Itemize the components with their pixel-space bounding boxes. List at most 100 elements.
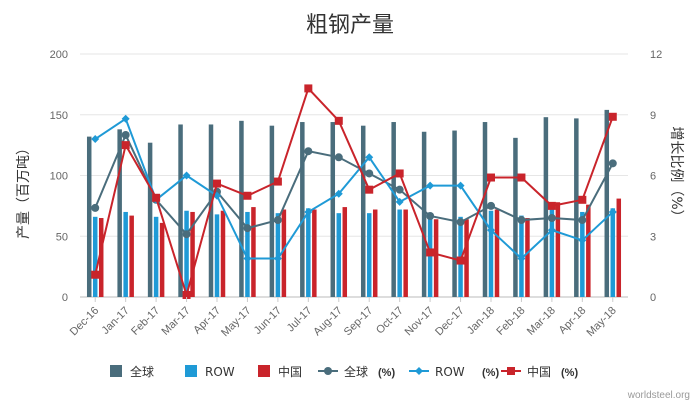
x-tick-label: Oct-17: [374, 305, 406, 337]
line-point: [182, 171, 191, 180]
line-point: [487, 226, 495, 235]
bar: [549, 209, 555, 297]
legend-item[interactable]: ROW: [185, 365, 235, 379]
line-point: [456, 256, 465, 265]
bar: [427, 218, 433, 297]
bar: [336, 213, 342, 297]
line-point: [608, 112, 617, 121]
legend[interactable]: 全球 ROW 中国 全球 (%) ROW (%) 中国 (%): [110, 364, 578, 379]
x-tick-label: Apr-17: [191, 305, 223, 337]
line-point: [395, 185, 404, 194]
x-tick-label: Jan-17: [100, 305, 132, 337]
legend-label: 全球: [344, 364, 368, 379]
x-tick-label: Jul-17: [285, 305, 315, 335]
bar: [330, 122, 336, 297]
bar-series: [86, 109, 622, 298]
line-point: [507, 367, 515, 375]
bar: [208, 124, 214, 297]
legend-item[interactable]: 全球 (%): [318, 364, 395, 379]
bar: [403, 209, 408, 297]
bar: [366, 213, 372, 297]
y-tick-label: 100: [50, 171, 68, 183]
line-point: [273, 177, 282, 186]
bar: [397, 209, 402, 297]
legend-swatch: [258, 365, 270, 377]
bar: [488, 210, 494, 297]
line-point: [578, 195, 587, 204]
line-point: [334, 116, 343, 125]
bar: [360, 125, 366, 297]
y2-tick-label: 6: [650, 171, 656, 183]
legend-label: 中国: [278, 364, 302, 379]
x-tick-label: Dec-17: [433, 305, 467, 339]
bar: [239, 120, 244, 297]
series-line: [94, 86, 614, 299]
bar: [269, 125, 275, 297]
bar: [421, 131, 427, 297]
line-point: [426, 212, 435, 220]
legend-item[interactable]: 中国 (%): [501, 364, 578, 379]
legend-label: ROW: [205, 365, 235, 379]
line-point: [91, 270, 100, 279]
legend-item[interactable]: 中国: [258, 364, 302, 379]
legend-label: 中国: [527, 364, 551, 379]
line-point: [334, 153, 343, 162]
legend-swatch: [185, 365, 197, 377]
line-point: [578, 236, 587, 245]
line-point: [487, 201, 495, 210]
line-point: [487, 173, 495, 182]
line-point: [304, 147, 313, 156]
y2-tick-label: 0: [650, 292, 656, 304]
x-tick-label: Jan-18: [465, 305, 497, 337]
y-tick-label: 200: [50, 49, 68, 61]
line-point: [213, 179, 221, 188]
bar: [543, 117, 549, 298]
line-point: [415, 367, 423, 375]
x-axis-ticks: Dec-16Jan-17Feb-17Mar-17Apr-17May-17Jun-…: [68, 297, 619, 339]
y-tick-label: 50: [56, 231, 68, 243]
x-tick-label: Nov-17: [403, 305, 437, 339]
bar: [220, 210, 226, 297]
bar: [86, 136, 92, 297]
line-point: [395, 169, 404, 178]
legend-item[interactable]: 全球: [110, 364, 154, 379]
y-tick-label: 0: [62, 292, 68, 304]
legend-item[interactable]: ROW (%): [409, 365, 499, 379]
bar: [312, 209, 317, 297]
bar: [159, 222, 165, 297]
bar: [251, 207, 256, 297]
line-point: [304, 207, 313, 216]
bar: [525, 218, 530, 297]
x-tick-label: Jun-17: [252, 305, 284, 337]
bar: [616, 198, 622, 297]
line-point: [608, 207, 617, 216]
legend-swatch: [110, 365, 122, 377]
legend-label: 全球: [130, 364, 154, 379]
line-point: [456, 181, 465, 190]
bar: [98, 218, 104, 297]
line-point: [273, 216, 282, 225]
line-point: [517, 216, 526, 225]
x-tick-label: Mar-18: [525, 305, 558, 338]
line-point: [243, 224, 252, 233]
line-point: [304, 84, 313, 93]
line-series: [91, 84, 617, 299]
bar: [178, 124, 183, 297]
legend-suffix: (%): [561, 367, 578, 379]
bar: [281, 209, 287, 297]
line-point: [243, 254, 252, 263]
line-point: [578, 216, 587, 225]
x-tick-label: May-17: [219, 305, 253, 339]
line-point: [426, 248, 435, 257]
line-point: [121, 141, 130, 150]
bar: [494, 209, 500, 297]
line-point: [121, 114, 130, 123]
bar: [342, 207, 348, 297]
bar: [586, 204, 591, 297]
bar: [300, 122, 305, 297]
line-point: [365, 185, 374, 194]
credit-text: worldsteel.org: [627, 390, 690, 401]
y-axis-ticks: 0 50 100 150 200: [50, 49, 68, 304]
line-point: [547, 201, 556, 210]
